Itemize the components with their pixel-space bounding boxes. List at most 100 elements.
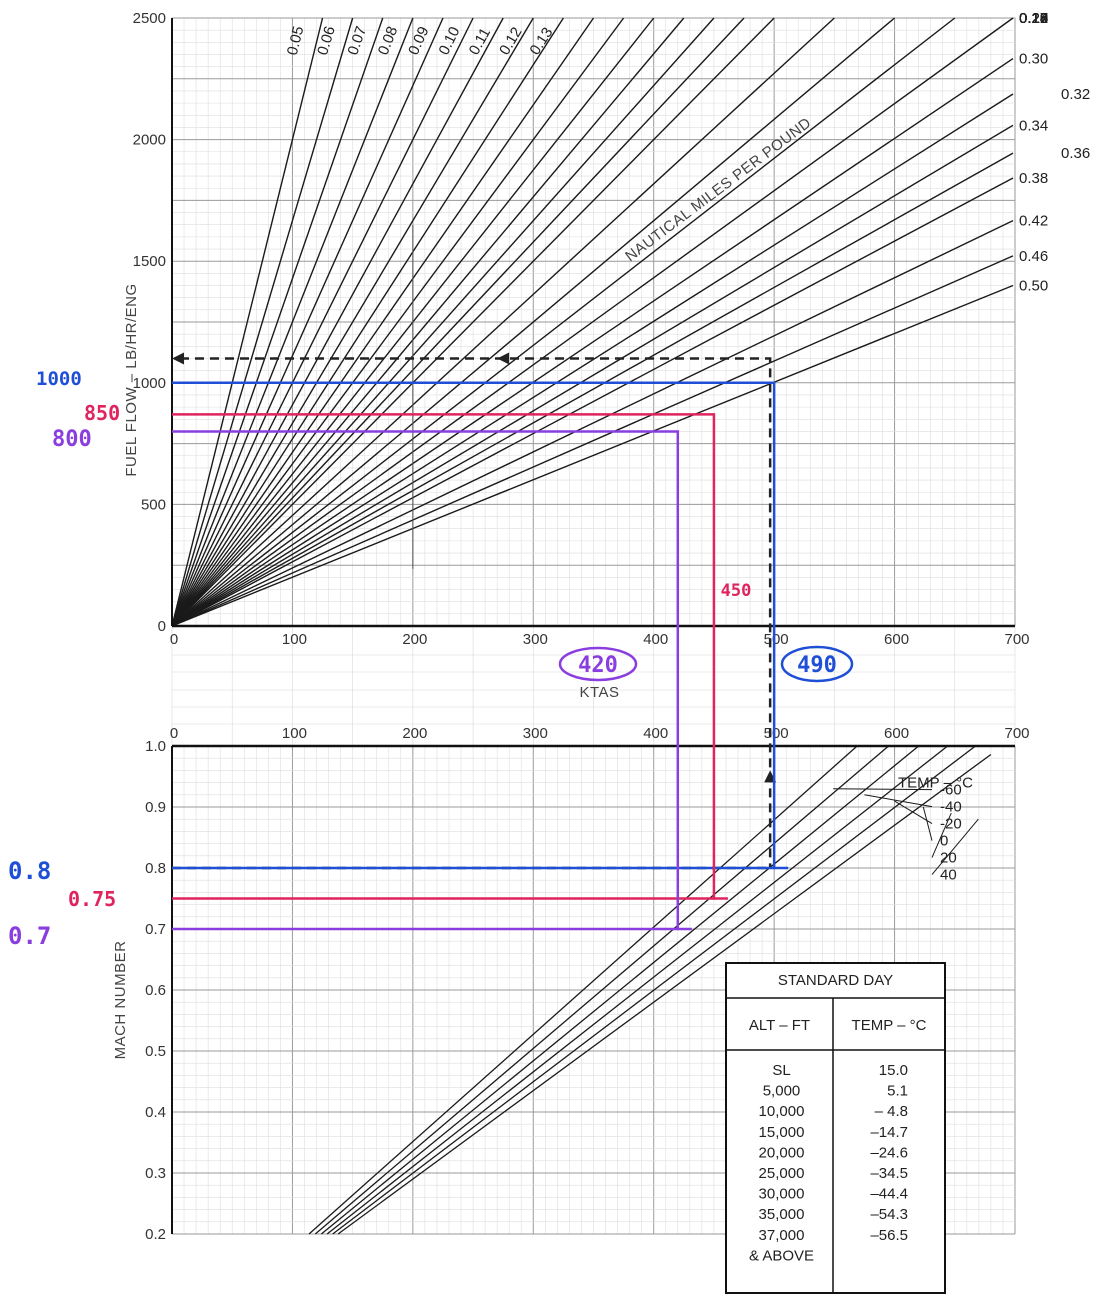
nm-per-lb-label: 0.26 xyxy=(1019,10,1048,27)
temp-label: 0 xyxy=(940,833,948,850)
fuel-flow-note-blue: 1000 xyxy=(36,368,82,390)
nm-per-lb-line xyxy=(171,17,384,627)
bottom-y-tick-label: 0.3 xyxy=(145,1165,166,1182)
temp-label: -40 xyxy=(940,799,962,816)
nm-per-lb-line xyxy=(171,284,1014,627)
table-cell-alt: 25,000 xyxy=(759,1165,805,1182)
temp-legend-title: TEMP – °C xyxy=(898,775,973,792)
table-frame xyxy=(725,962,946,1294)
nm-per-lb-label: 0.14 xyxy=(1019,10,1048,27)
nm-per-lb-label: 0.13 xyxy=(526,24,556,58)
bottom-x-tick-label: 600 xyxy=(884,725,909,742)
bottom-y-tick-label: 0.4 xyxy=(145,1104,166,1121)
top-x-tick-label: 300 xyxy=(523,631,548,648)
nm-per-lb-line xyxy=(171,17,685,627)
mach-note-purple: 0.7 xyxy=(8,922,51,950)
bottom-x-tick-label: 200 xyxy=(402,725,427,742)
nm-per-lb-line xyxy=(171,152,1014,627)
table-cell-temp: –44.4 xyxy=(870,1186,908,1203)
nm-per-lb-label: 0.19 xyxy=(1019,10,1048,27)
nm-per-lb-label: 0.36 xyxy=(1061,145,1090,162)
bottom-x-tick-label: 100 xyxy=(282,725,307,742)
nm-per-lb-line xyxy=(171,17,474,627)
nm-per-lb-label: 0.50 xyxy=(1019,278,1048,295)
table-cell-temp: –56.5 xyxy=(870,1227,908,1244)
ktas-note-red: 450 xyxy=(721,581,752,601)
nm-per-lb-line xyxy=(171,17,835,627)
nm-per-lb-line xyxy=(171,124,1014,627)
nm-per-lb-line xyxy=(171,17,564,627)
temp-pointer xyxy=(931,812,952,858)
nm-per-lb-label: 0.24 xyxy=(1019,10,1048,27)
nm-per-lb-lines: 0.05 0.06 0.07 0.08 0.09 0.10 0.11 0.12 0.130.14… xyxy=(171,10,1090,627)
bottom-x-tick-label: 400 xyxy=(643,725,668,742)
temp-line xyxy=(308,745,858,1235)
top-x-tick-label: 400 xyxy=(643,631,668,648)
table-cell-alt: 35,000 xyxy=(759,1206,805,1223)
nm-per-lb-line xyxy=(171,220,1014,627)
red-path xyxy=(172,413,716,900)
bottom-y-tick-label: 0.5 xyxy=(145,1043,166,1060)
temp-pointer xyxy=(931,818,979,875)
top-y-tick-label: 2000 xyxy=(133,132,166,149)
bottom-y-tick-label: 0.7 xyxy=(145,921,166,938)
blue-path xyxy=(172,381,776,870)
nm-per-lb-label: 0.38 xyxy=(1019,170,1048,187)
top-y-axis-title: FUEL FLOW – LB/HR/ENG xyxy=(123,283,140,476)
top-y-tick-label: 2500 xyxy=(133,10,166,27)
nm-per-lb-line xyxy=(171,17,625,627)
x-axis-title: KTAS xyxy=(579,684,619,701)
bottom-y-tick-label: 0.9 xyxy=(145,799,166,816)
circle-icon xyxy=(780,645,854,683)
table-cell-alt: 15,000 xyxy=(759,1124,805,1141)
nm-per-lb-line xyxy=(171,17,1014,627)
bottom-x-tick-label: 300 xyxy=(523,725,548,742)
top-x-tick-label: 200 xyxy=(402,631,427,648)
nm-per-lb-label: 0.20 xyxy=(1019,10,1048,27)
temp-label: 20 xyxy=(940,850,957,867)
table-cell-temp: – 4.8 xyxy=(875,1103,908,1120)
table-cell-alt: & ABOVE xyxy=(749,1247,814,1264)
table-cell-temp: –24.6 xyxy=(870,1144,908,1161)
temp-pointer xyxy=(864,794,933,808)
top-y-tick-label: 500 xyxy=(141,496,166,513)
nm-per-lb-line xyxy=(171,17,324,627)
mach-note-blue: 0.8 xyxy=(8,857,51,885)
nm-per-lb-line xyxy=(171,17,896,627)
table-title: STANDARD DAY xyxy=(778,972,893,989)
fuel-flow-note-red: 850 xyxy=(84,401,120,425)
nm-per-lb-line xyxy=(171,17,504,627)
nm-per-lb-label: 0.05 xyxy=(284,25,308,57)
nm-per-lb-label: 0.17 xyxy=(1019,10,1048,27)
table-header: ALT – FT xyxy=(749,1017,810,1034)
temp-label: -20 xyxy=(940,816,962,833)
nm-per-lb-family-label: NAUTICAL MILES PER POUND xyxy=(622,114,814,265)
nm-per-lb-line xyxy=(171,93,1014,627)
table-cell-alt: 20,000 xyxy=(759,1144,805,1161)
nm-per-lb-line xyxy=(171,177,1014,627)
nm-per-lb-label: 0.30 xyxy=(1019,51,1048,68)
nm-per-lb-line xyxy=(171,57,1014,627)
axis-labels: 0010010020020030030040040050050060060070… xyxy=(112,10,1030,1243)
table-cell-alt: SL xyxy=(772,1062,790,1079)
temp-line xyxy=(320,745,920,1235)
standard-day-table: STANDARD DAY ALT – FT TEMP – °C SL 15.0 5,000… xyxy=(725,962,946,1294)
nm-per-lb-label: 0.46 xyxy=(1019,248,1048,265)
nm-per-lb-line xyxy=(171,17,956,627)
ktas-note-blue: 490 xyxy=(797,653,837,678)
table-cell-temp: –54.3 xyxy=(870,1206,908,1223)
top-x-tick-label: 100 xyxy=(282,631,307,648)
nm-per-lb-label: 0.22 xyxy=(1019,10,1048,27)
temp-label: -60 xyxy=(940,782,962,799)
nm-per-lb-line xyxy=(171,17,715,627)
temp-pointer xyxy=(833,788,933,791)
table-cell-temp: 5.1 xyxy=(887,1083,908,1100)
nm-per-lb-label: 0.18 xyxy=(1019,10,1048,27)
top-y-tick-label: 0 xyxy=(158,618,166,635)
table-cell-alt: 30,000 xyxy=(759,1186,805,1203)
arrow-icon xyxy=(172,352,184,365)
temp-line xyxy=(326,745,948,1235)
fuel-flow-note-purple: 800 xyxy=(52,427,92,452)
